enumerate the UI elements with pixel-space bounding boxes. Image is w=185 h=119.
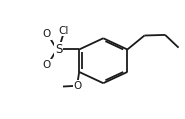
Text: S: S — [55, 43, 62, 56]
Text: O: O — [43, 60, 51, 70]
Text: Cl: Cl — [59, 26, 69, 36]
Text: O: O — [73, 81, 82, 91]
Text: O: O — [43, 29, 51, 39]
